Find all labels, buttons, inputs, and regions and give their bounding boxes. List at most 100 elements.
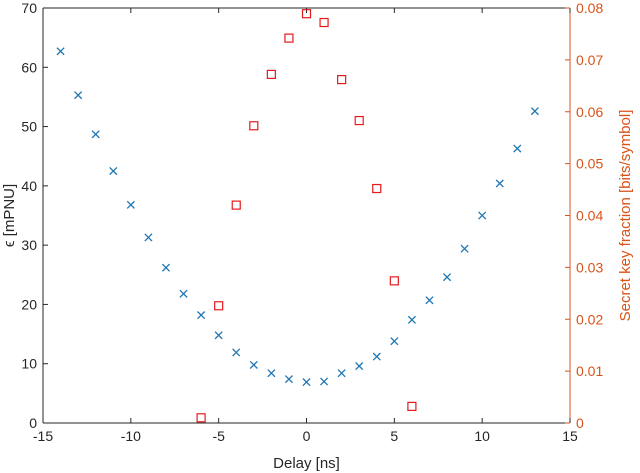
x-marker-point [179,289,188,298]
x-marker-stroke [144,233,153,242]
x-marker-stroke [495,179,504,188]
x-marker-point [126,200,135,209]
x-marker-point [74,91,83,100]
square-marker-point [407,401,417,411]
x-marker-stroke [302,378,311,387]
y-right-tick-label: 0.08 [576,0,603,16]
x-tick-label: -10 [121,428,141,444]
x-marker-point [407,315,416,324]
square-marker-point [266,69,276,80]
x-marker-point [337,369,346,378]
x-marker-stroke [249,360,258,369]
y-left-tick-label: 70 [21,0,37,16]
x-marker-point [372,352,381,361]
x-marker-stroke [425,296,434,305]
y-left-tick-label: 20 [21,296,37,312]
x-marker-stroke [320,377,329,386]
square-marker-point [301,9,312,19]
x-marker-stroke [232,348,241,357]
ticks: -15 -10 -5 0 5 10 1501020304050607000.010.020.… [21,0,603,444]
y-right-tick-label: 0.07 [576,52,603,68]
y-right-tick-label: 0.01 [576,363,603,379]
x-tick-label: 10 [474,428,490,444]
y-left-tick-label: 0 [29,415,37,431]
x-marker-point [355,362,364,371]
square-marker-point [389,276,399,286]
x-marker-point [161,263,171,272]
y-left-tick-label: 60 [21,59,37,75]
x-marker-point [214,331,223,340]
x-marker-point [513,144,522,153]
x-tick-label: 5 [390,428,398,444]
x-marker-point [460,244,469,253]
y-right-tick-label: 0.05 [576,156,603,172]
square-marker-point [231,200,241,210]
x-tick-label: 0 [303,428,311,444]
x-marker-stroke [284,375,293,384]
x-marker-point [302,378,311,387]
x-marker-stroke [74,91,83,100]
x-marker-point [91,130,100,139]
x-marker-point [267,369,276,378]
x-marker-stroke [197,311,206,320]
y-right-tick-label: 0 [576,415,584,431]
x-marker-stroke [513,144,522,153]
y-left-tick-label: 10 [21,356,37,372]
square-marker-point [284,33,294,43]
y-axis-left-label: ϵ [mPNU] [1,184,18,247]
x-axis-label: Delay [ns] [273,455,340,472]
x-marker-point [144,233,153,242]
x-marker-point [249,360,258,369]
x-marker-point [197,311,206,320]
x-marker-stroke [442,273,452,282]
x-marker-stroke [214,331,223,340]
x-marker-stroke [179,289,188,298]
x-marker-stroke [161,263,171,272]
x-marker-point [442,273,452,282]
x-tick-label: -15 [33,428,53,444]
x-marker-point [495,179,504,188]
y-right-tick-label: 0.06 [576,104,603,120]
x-marker-point [478,211,487,220]
x-marker-point [320,377,329,386]
y-left-tick-label: 30 [21,237,37,253]
square-marker-point [214,301,224,311]
y-axis-right-label: Secret key fraction [bits/symbol] [617,110,634,322]
x-marker-stroke [126,200,135,209]
x-marker-stroke [460,244,469,253]
series-secret-key-fraction [196,9,417,423]
square-marker-point [337,74,347,85]
series-layer [56,9,539,423]
y-left-tick-label: 40 [21,178,37,194]
x-marker-stroke [109,166,118,176]
x-marker-point [284,375,293,384]
y-left-tick-label: 50 [21,119,37,135]
x-marker-point [109,166,118,176]
x-marker-point [56,47,65,56]
square-marker-point [319,17,329,28]
x-tick-label: -5 [212,428,225,444]
x-marker-point [530,107,539,116]
x-marker-point [390,337,399,346]
x-marker-stroke [478,211,487,220]
x-marker-stroke [407,315,416,324]
x-marker-stroke [372,352,381,361]
square-marker-point [196,413,206,423]
series-epsilon [56,47,539,387]
x-marker-stroke [267,369,276,378]
x-marker-stroke [530,107,539,116]
x-marker-point [232,348,241,357]
square-marker-point [372,183,382,194]
x-marker-stroke [56,47,65,56]
x-marker-stroke [91,130,100,139]
x-tick-label: 15 [562,428,578,444]
y-right-tick-label: 0.04 [576,208,603,224]
y-right-tick-label: 0.03 [576,259,603,275]
square-marker-point [249,121,259,131]
x-marker-stroke [355,362,364,371]
x-marker-point [425,296,434,305]
y-right-tick-label: 0.02 [576,311,603,327]
x-marker-stroke [337,369,346,378]
